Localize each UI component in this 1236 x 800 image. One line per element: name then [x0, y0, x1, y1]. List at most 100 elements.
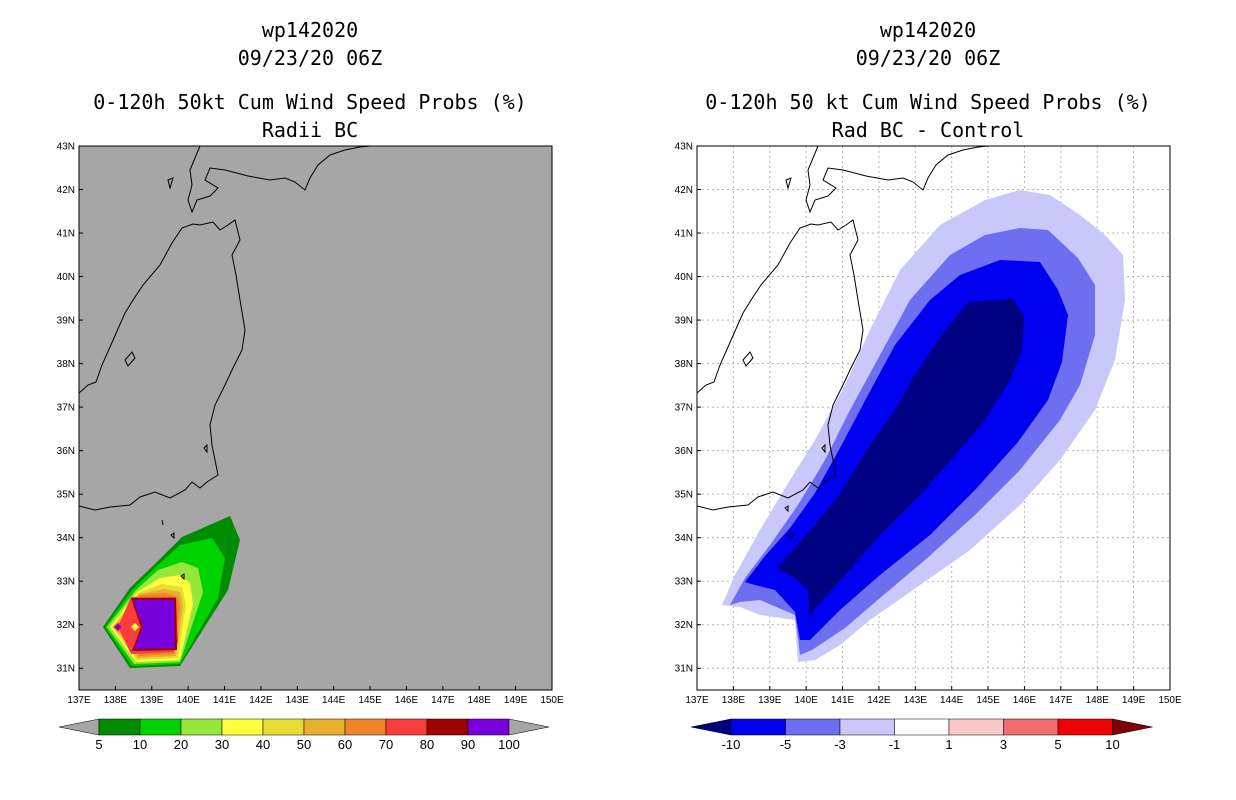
left-lat-label: 38N [57, 359, 75, 370]
left-colorbar-swatch [344, 718, 387, 736]
left-lat-label: 36N [57, 446, 75, 457]
left-colorbar-swatch [303, 718, 346, 736]
right-lat-label: 41N [675, 229, 693, 240]
right-lon-label: 140E [794, 695, 818, 706]
right-coast-honshu [697, 219, 864, 511]
left-colorbar-swatch [221, 718, 264, 736]
left-lat-label: 35N [57, 490, 75, 501]
left-lon-label: 149E [504, 695, 528, 706]
left-colorbar-swatch [139, 718, 182, 736]
right-colorbar-swatch [894, 718, 950, 736]
right-lon-label: 145E [976, 695, 1000, 706]
right-lat-label: 39N [675, 316, 693, 327]
right-colorbar: -10 -5 -3 -1 1 3 5 10 [690, 718, 1153, 752]
right-axes: 137E 138E 139E 140E 141E 142E 143E 144E 145E 146E… [675, 142, 1182, 707]
right-map: 137E 138E 139E 140E 141E 142E 143E 144E 145E 146E… [675, 142, 1182, 707]
left-lon-label: 138E [104, 695, 128, 706]
right-lat-label: 31N [675, 664, 693, 675]
right-colorbar-label: 5 [1054, 737, 1061, 752]
left-coastline [79, 146, 371, 581]
right-lon-label: 144E [940, 695, 964, 706]
left-lon-label: 150E [540, 695, 564, 706]
left-map-frame [78, 145, 553, 691]
left-lat-label: 40N [57, 272, 75, 283]
left-colorbar-high-arrow [508, 718, 550, 736]
left-title-datetime: 09/23/20 06Z [237, 46, 383, 70]
right-lon-label: 141E [831, 695, 855, 706]
left-lon-label: 146E [395, 695, 419, 706]
left-colorbar-label: 90 [461, 737, 475, 752]
left-colorbar-label: 40 [256, 737, 270, 752]
left-colorbar-label: 50 [297, 737, 311, 752]
left-colorbar-label: 70 [379, 737, 393, 752]
left-coast-island1 [167, 177, 174, 190]
left-colorbar-swatch [385, 718, 428, 736]
right-lat-label: 36N [675, 446, 693, 457]
right-lat-label: 35N [675, 490, 693, 501]
left-lon-label: 144E [322, 695, 346, 706]
left-axes: 137E 138E 139E 140E 141E 142E 143E 144E 145E 146E… [57, 142, 564, 707]
right-coast-sado [742, 351, 754, 367]
right-lat-label: 43N [675, 142, 693, 153]
right-coastline [697, 146, 989, 540]
left-colorbar-label: 30 [215, 737, 229, 752]
left-lon-label: 140E [176, 695, 200, 706]
left-title-subtitle: Radii BC [261, 118, 359, 142]
right-title-subtitle: Rad BC - Control [831, 118, 1025, 142]
right-coast-island2 [821, 443, 826, 454]
left-colorbar-swatch [180, 718, 223, 736]
left-contour-90-cell [113, 622, 123, 632]
left-probability-contours [103, 516, 240, 668]
left-lat-label: 39N [57, 316, 75, 327]
left-title-product: 0-120h 50kt Cum Wind Speed Probs (%) [93, 90, 527, 114]
right-colorbar-high-arrow [1112, 718, 1153, 736]
right-colorbar-label: 1 [945, 737, 952, 752]
right-coast-hokkaido [805, 146, 989, 214]
left-lon-label: 145E [358, 695, 382, 706]
right-lat-label: 40N [675, 272, 693, 283]
left-contour-70-dot [131, 623, 139, 631]
right-colorbar-swatch [1057, 718, 1113, 736]
left-lat-label: 32N [57, 620, 75, 631]
left-colorbar-label: 100 [498, 737, 520, 752]
right-colorbar-label: 10 [1105, 737, 1119, 752]
right-lon-label: 137E [685, 695, 709, 706]
right-coast-izu2 [784, 505, 789, 513]
left-colorbar-label: 80 [420, 737, 434, 752]
right-lat-label: 37N [675, 403, 693, 414]
left-title-storm-id: wp142020 [261, 18, 359, 42]
left-lat-label: 34N [57, 533, 75, 544]
right-title-product: 0-120h 50 kt Cum Wind Speed Probs (%) [705, 90, 1151, 114]
right-lon-label: 148E [1086, 695, 1110, 706]
right-title-datetime: 09/23/20 06Z [855, 46, 1001, 70]
right-colorbar-label: -3 [834, 737, 846, 752]
left-coast-izu3 [161, 519, 164, 526]
right-colorbar-label: -10 [722, 737, 741, 752]
right-lat-label: 34N [675, 533, 693, 544]
right-coast-izu1 [788, 532, 793, 540]
left-lat-label: 42N [57, 185, 75, 196]
left-lon-label: 143E [286, 695, 310, 706]
left-colorbar-swatch [467, 718, 510, 736]
left-lon-label: 137E [67, 695, 91, 706]
left-colorbar-swatch [262, 718, 305, 736]
left-coast-honshu [79, 219, 246, 511]
right-colorbar-swatch [839, 718, 895, 736]
left-coast-izu1 [170, 532, 175, 540]
left-colorbar-swatch [426, 718, 469, 736]
left-contour-90 [133, 600, 175, 649]
right-lon-label: 146E [1013, 695, 1037, 706]
left-lon-label: 142E [249, 695, 273, 706]
left-lat-label: 37N [57, 403, 75, 414]
right-lon-label: 138E [722, 695, 746, 706]
right-colorbar-swatch [785, 718, 841, 736]
right-colorbar-label: 3 [1000, 737, 1007, 752]
right-lat-label: 42N [675, 185, 693, 196]
left-lat-label: 33N [57, 577, 75, 588]
left-colorbar-label: 20 [174, 737, 188, 752]
right-lat-label: 33N [675, 577, 693, 588]
left-lat-label: 31N [57, 664, 75, 675]
left-colorbar: 5 10 20 30 40 50 60 70 80 90 100 [58, 718, 550, 752]
left-lat-label: 41N [57, 229, 75, 240]
